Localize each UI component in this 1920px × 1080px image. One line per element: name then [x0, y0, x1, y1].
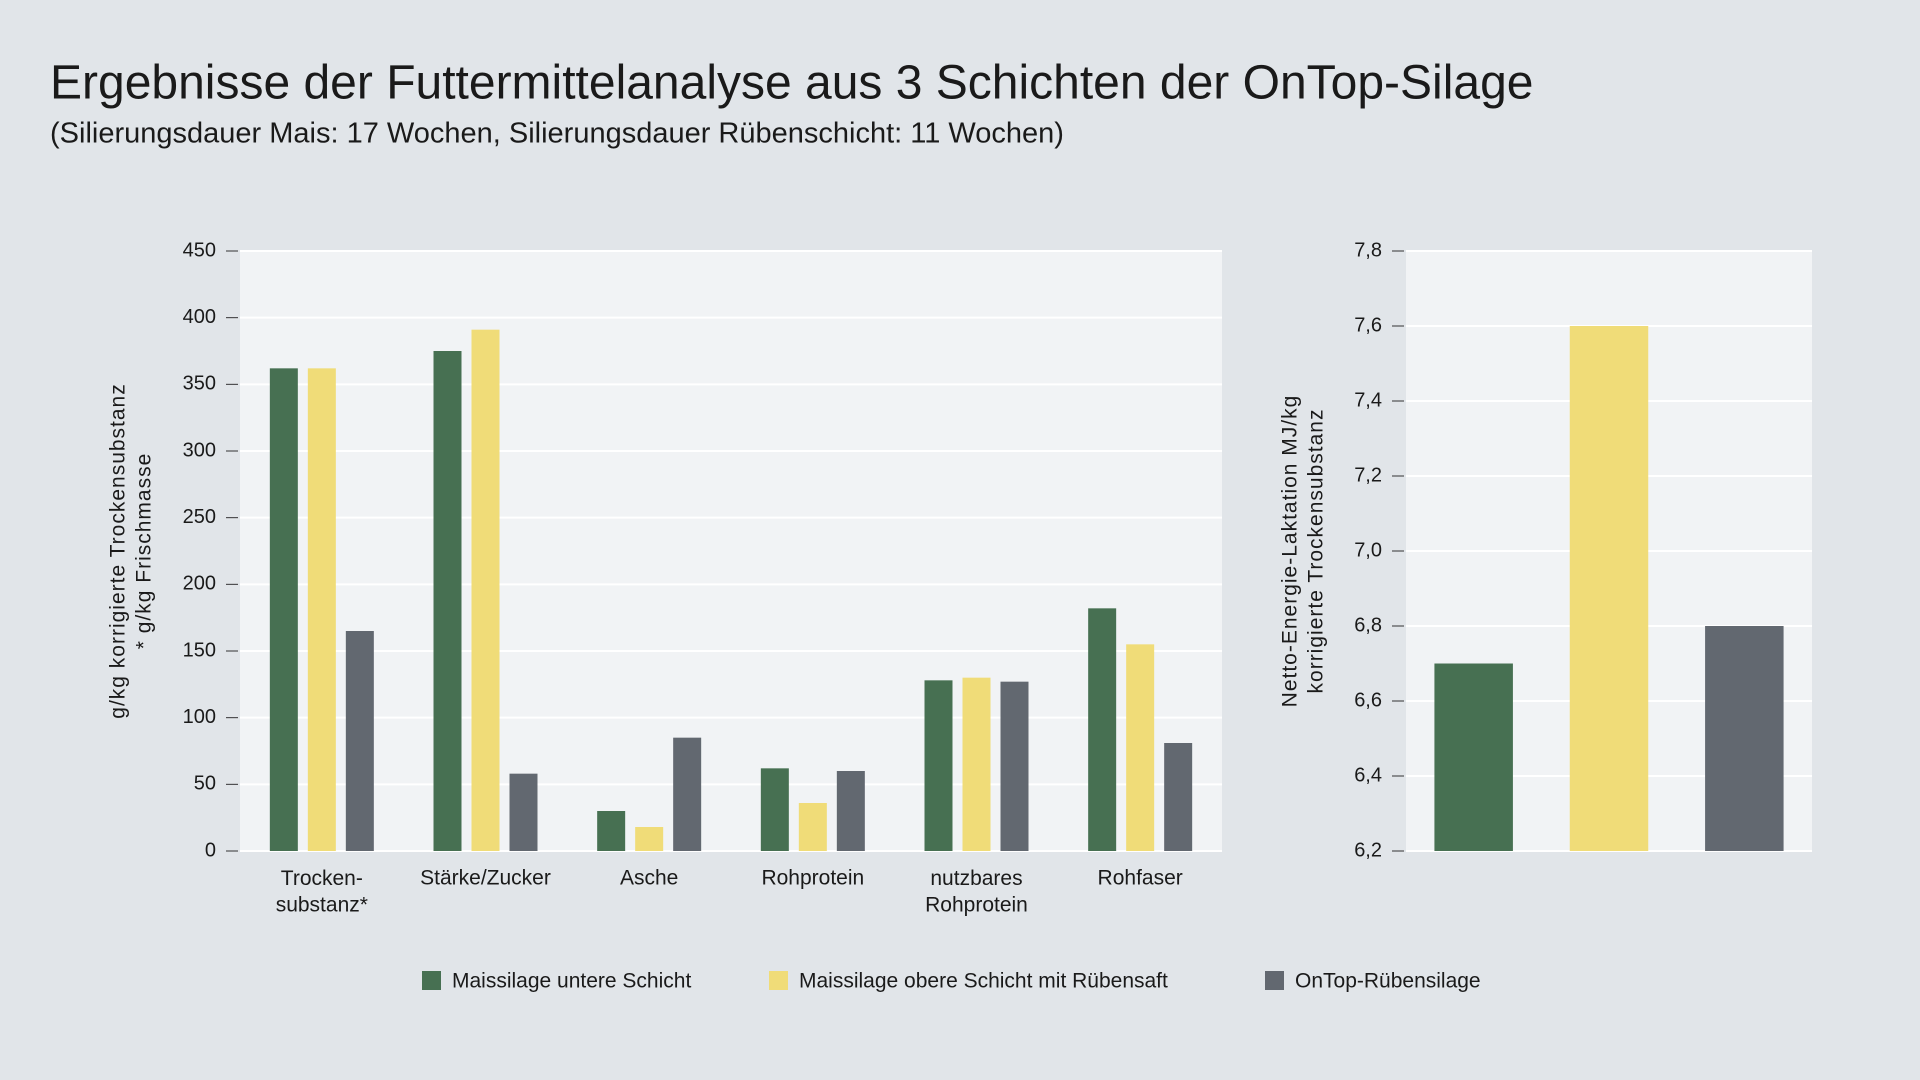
bar: [433, 351, 462, 851]
y-tick-label: 100: [183, 706, 216, 728]
y-tick-label: 7,0: [1354, 539, 1382, 561]
y-tick-label: 450: [183, 239, 216, 261]
bar: [1164, 743, 1193, 851]
bar: [1434, 663, 1513, 851]
bar: [798, 803, 827, 851]
bar: [673, 737, 702, 851]
legend-label: OnTop-Rübensilage: [1295, 970, 1481, 993]
y-tick-label: 7,6: [1354, 314, 1382, 336]
y-tick-label: 6,6: [1354, 689, 1382, 711]
bar: [471, 329, 500, 852]
bar: [345, 631, 374, 851]
y-tick-label: 0: [205, 839, 216, 861]
x-tick-label: Asche: [620, 867, 678, 890]
bar: [1126, 644, 1155, 851]
chart-title: Ergebnisse der Futtermittelanalyse aus 3…: [50, 57, 1533, 110]
bar: [1088, 608, 1117, 851]
legend-swatch: [422, 971, 441, 990]
y-tick-label: 7,4: [1354, 389, 1382, 411]
y-tick-label: 7,2: [1354, 464, 1382, 486]
bar: [924, 680, 953, 851]
y-tick-label: 300: [183, 439, 216, 461]
plot-area: [240, 251, 1222, 851]
y-axis-label: * g/kg Frischmasse: [133, 453, 156, 650]
y-tick-label: 6,4: [1354, 764, 1382, 786]
y-tick-label: 50: [194, 773, 216, 795]
bar: [760, 768, 789, 851]
legend-swatch: [769, 971, 788, 990]
legend-label: Maissilage untere Schicht: [452, 970, 691, 993]
y-axis-label: g/kg korrigierte Trockensubstanz: [107, 383, 130, 718]
y-tick-label: 250: [183, 506, 216, 528]
bar: [597, 811, 626, 851]
x-tick-label: Rohprotein: [761, 867, 864, 890]
y-tick-label: 200: [183, 573, 216, 595]
y-axis-label: Netto-Energie-Laktation MJ/kg: [1279, 395, 1302, 708]
x-tick-label: nutzbares Rohprotein: [925, 867, 1028, 916]
y-tick-label: 7,8: [1354, 239, 1382, 261]
bar: [962, 677, 991, 851]
bar: [509, 773, 538, 851]
bar: [1705, 626, 1784, 851]
y-tick-label: 6,8: [1354, 614, 1382, 636]
y-tick-label: 400: [183, 306, 216, 328]
legend-swatch: [1265, 971, 1284, 990]
y-tick-label: 150: [183, 639, 216, 661]
bar: [307, 368, 336, 851]
y-tick-label: 350: [183, 373, 216, 395]
x-tick-label: Trocken-substanz*: [276, 867, 368, 916]
y-axis-label: korrigierte Trockensubstanz: [1305, 409, 1328, 694]
x-tick-label: Stärke/Zucker: [420, 867, 551, 890]
chart-subtitle: (Silierungsdauer Mais: 17 Wochen, Silier…: [50, 118, 1064, 150]
y-tick-label: 6,2: [1354, 839, 1382, 861]
bar: [635, 827, 664, 851]
bar: [269, 368, 298, 851]
bar: [1569, 326, 1649, 851]
legend-label: Maissilage obere Schicht mit Rübensaft: [799, 970, 1168, 993]
bar: [836, 771, 865, 851]
x-tick-label: Rohfaser: [1098, 867, 1183, 890]
bar: [1000, 681, 1029, 851]
